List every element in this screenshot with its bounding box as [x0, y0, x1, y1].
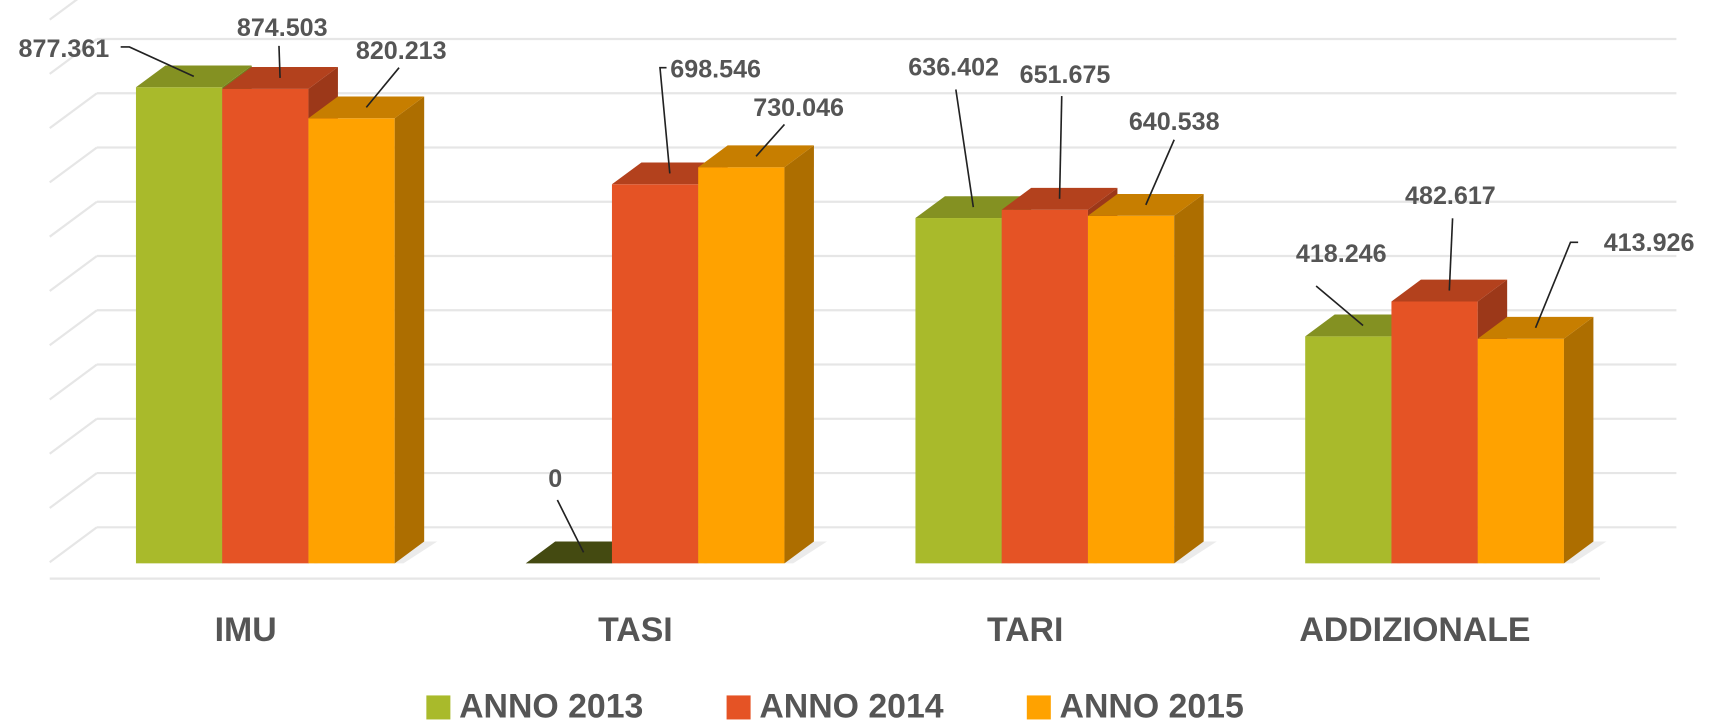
legend-swatch — [726, 695, 751, 720]
grid-side — [49, 0, 79, 21]
grid-side — [49, 255, 98, 292]
leader-line — [120, 46, 195, 78]
grid-side — [49, 417, 98, 455]
grid-side — [49, 526, 98, 564]
leader-line — [1145, 139, 1175, 206]
leader-line — [1058, 96, 1063, 199]
leader-line — [556, 499, 585, 553]
leader-line — [659, 66, 671, 174]
legend-swatch — [426, 695, 451, 720]
category-label: ADDIZIONALE — [1299, 611, 1530, 649]
bar-side — [784, 145, 814, 564]
bar-side — [394, 96, 425, 564]
bar-side — [1563, 316, 1594, 564]
grid-side — [49, 363, 98, 401]
grid-side — [49, 92, 98, 130]
leader-line — [955, 89, 975, 208]
leader-line — [278, 45, 281, 78]
bar — [915, 218, 1002, 564]
legend-label: ANNO 2013 — [459, 687, 643, 725]
bar — [698, 167, 785, 564]
grid-side — [49, 38, 98, 75]
value-label: 640.538 — [1129, 108, 1220, 136]
value-label: 730.046 — [753, 94, 844, 122]
value-label: 651.675 — [1020, 61, 1111, 89]
grid-side — [49, 146, 98, 184]
value-label: 418.246 — [1296, 240, 1387, 268]
bar — [222, 88, 309, 564]
leader-line — [1315, 285, 1364, 327]
bar — [1391, 301, 1478, 564]
value-label: 0 — [548, 465, 562, 493]
bar — [308, 118, 395, 564]
leader-line — [1534, 241, 1579, 329]
value-label: 877.361 — [19, 35, 110, 63]
grid-side — [49, 472, 98, 509]
value-label: 413.926 — [1604, 229, 1695, 257]
bar-top — [135, 65, 252, 88]
grid-side — [49, 309, 98, 347]
grid-side — [49, 200, 98, 238]
bar — [1477, 338, 1564, 564]
category-label: TARI — [987, 611, 1063, 649]
legend-label: ANNO 2015 — [1060, 687, 1244, 725]
bar — [135, 87, 223, 564]
leader-line — [755, 123, 786, 157]
category-label: IMU — [215, 611, 277, 649]
leader-line — [1448, 218, 1454, 291]
leader-line — [365, 67, 400, 108]
value-label: 874.503 — [237, 14, 328, 42]
bar-side — [1174, 193, 1204, 564]
value-label: 698.546 — [670, 56, 761, 84]
bar — [1001, 209, 1088, 564]
bar — [1087, 215, 1175, 564]
legend-label: ANNO 2014 — [759, 687, 943, 725]
category-label: TASI — [598, 611, 673, 649]
bar — [1305, 336, 1392, 564]
legend-swatch — [1026, 695, 1051, 720]
value-label: 636.402 — [908, 53, 999, 81]
bar — [611, 184, 699, 564]
value-label: 482.617 — [1405, 182, 1496, 210]
value-label: 820.213 — [356, 37, 447, 65]
